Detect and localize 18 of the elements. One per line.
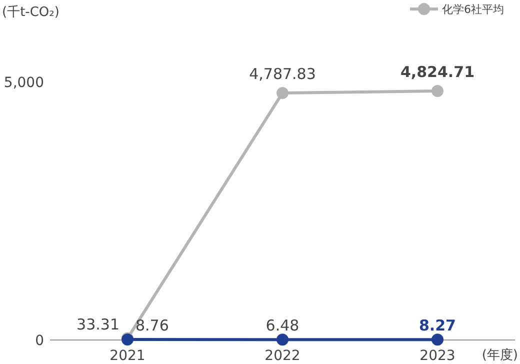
x-tick-label: 2023 (420, 348, 456, 364)
y-axis-title: (千t-CO₂) (2, 5, 60, 20)
legend-label: 化学6社平均 (442, 3, 504, 16)
point (276, 334, 288, 346)
point (432, 334, 444, 346)
y-tick-label: 0 (35, 333, 44, 349)
x-axis-title: (年度) (482, 347, 518, 363)
data-label: 4,824.71 (400, 63, 475, 82)
x-tick-label: 2021 (110, 348, 146, 364)
y-tick-label: 5,000 (4, 75, 44, 91)
data-label: 4,787.83 (249, 64, 316, 83)
data-label: 8.76 (136, 316, 169, 335)
data-label: 8.27 (418, 316, 456, 335)
point (432, 85, 444, 98)
x-tick-label: 2022 (264, 348, 300, 364)
point (276, 86, 288, 99)
data-label: 6.48 (266, 316, 300, 335)
data-label: 33.31 (76, 315, 120, 334)
